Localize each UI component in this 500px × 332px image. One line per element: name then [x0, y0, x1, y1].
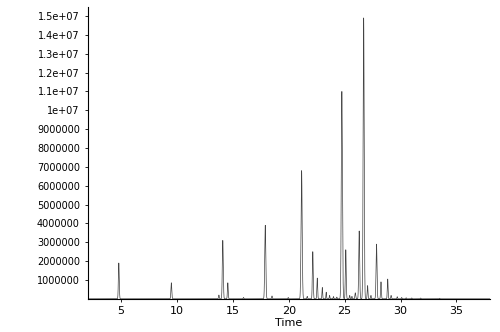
X-axis label: Time: Time — [275, 318, 302, 328]
